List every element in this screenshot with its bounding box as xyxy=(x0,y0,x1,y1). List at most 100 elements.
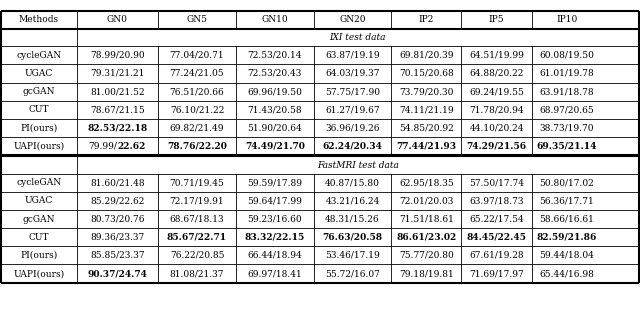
Text: 44.10/20.24: 44.10/20.24 xyxy=(469,124,524,132)
Text: 78.76/22.20: 78.76/22.20 xyxy=(167,142,227,151)
Text: IP10: IP10 xyxy=(556,15,577,24)
Text: UAPI(ours): UAPI(ours) xyxy=(13,269,65,278)
Text: 62.95/18.35: 62.95/18.35 xyxy=(399,178,454,187)
Text: 69.35/21.14: 69.35/21.14 xyxy=(536,142,596,151)
Text: 74.49/21.70: 74.49/21.70 xyxy=(245,142,305,151)
Text: 63.97/18.73: 63.97/18.73 xyxy=(469,197,524,205)
Text: 81.00/21.52: 81.00/21.52 xyxy=(90,87,145,96)
Text: 83.32/22.15: 83.32/22.15 xyxy=(244,233,305,242)
Text: 85.29/22.62: 85.29/22.62 xyxy=(90,197,145,205)
Text: 69.96/19.50: 69.96/19.50 xyxy=(247,87,302,96)
Text: 43.21/16.24: 43.21/16.24 xyxy=(325,197,380,205)
Text: 36.96/19.26: 36.96/19.26 xyxy=(325,124,380,132)
Text: 57.50/17.74: 57.50/17.74 xyxy=(469,178,524,187)
Text: cycleGAN: cycleGAN xyxy=(17,178,61,187)
Text: 69.97/18.41: 69.97/18.41 xyxy=(248,269,302,278)
Text: CUT: CUT xyxy=(29,233,49,242)
Text: IP5: IP5 xyxy=(489,15,504,24)
Text: 63.87/19.19: 63.87/19.19 xyxy=(325,51,380,60)
Text: 78.67/21.15: 78.67/21.15 xyxy=(90,105,145,114)
Text: 71.51/18.61: 71.51/18.61 xyxy=(399,215,454,224)
Text: 81.60/21.48: 81.60/21.48 xyxy=(90,178,145,187)
Text: 59.23/16.60: 59.23/16.60 xyxy=(248,215,302,224)
Text: 89.36/23.37: 89.36/23.37 xyxy=(90,233,145,242)
Text: 81.08/21.37: 81.08/21.37 xyxy=(170,269,224,278)
Text: GN5: GN5 xyxy=(186,15,207,24)
Text: 79.18/19.81: 79.18/19.81 xyxy=(399,269,454,278)
Text: CUT: CUT xyxy=(29,105,49,114)
Text: GN0: GN0 xyxy=(107,15,128,24)
Text: 86.61/23.02: 86.61/23.02 xyxy=(396,233,456,242)
Text: 72.17/19.91: 72.17/19.91 xyxy=(170,197,225,205)
Text: 53.46/17.19: 53.46/17.19 xyxy=(325,251,380,260)
Text: 78.99/20.90: 78.99/20.90 xyxy=(90,51,145,60)
Text: 70.15/20.68: 70.15/20.68 xyxy=(399,69,454,78)
Text: 67.61/19.28: 67.61/19.28 xyxy=(469,251,524,260)
Text: 64.51/19.99: 64.51/19.99 xyxy=(469,51,524,60)
Text: FastMRI test data: FastMRI test data xyxy=(317,161,399,170)
Text: IP2: IP2 xyxy=(419,15,434,24)
Text: 59.64/17.99: 59.64/17.99 xyxy=(247,197,302,205)
Text: 66.44/18.94: 66.44/18.94 xyxy=(248,251,302,260)
Text: PI(ours): PI(ours) xyxy=(20,251,58,260)
Text: 76.63/20.58: 76.63/20.58 xyxy=(323,233,383,242)
Text: gcGAN: gcGAN xyxy=(23,215,55,224)
Text: 75.77/20.80: 75.77/20.80 xyxy=(399,251,454,260)
Text: 48.31/15.26: 48.31/15.26 xyxy=(325,215,380,224)
Text: 55.72/16.07: 55.72/16.07 xyxy=(325,269,380,278)
Text: 72.53/20.14: 72.53/20.14 xyxy=(248,51,302,60)
Text: 63.91/18.78: 63.91/18.78 xyxy=(540,87,594,96)
Text: 77.44/21.93: 77.44/21.93 xyxy=(396,142,456,151)
Text: 64.88/20.22: 64.88/20.22 xyxy=(469,69,524,78)
Text: 69.81/20.39: 69.81/20.39 xyxy=(399,51,454,60)
Text: 82.59/21.86: 82.59/21.86 xyxy=(536,233,596,242)
Text: 80.73/20.76: 80.73/20.76 xyxy=(90,215,145,224)
Text: 61.27/19.67: 61.27/19.67 xyxy=(325,105,380,114)
Text: GN10: GN10 xyxy=(262,15,288,24)
Text: 76.10/21.22: 76.10/21.22 xyxy=(170,105,224,114)
Text: 62.24/20.34: 62.24/20.34 xyxy=(323,142,383,151)
Text: 58.66/16.61: 58.66/16.61 xyxy=(539,215,594,224)
Text: 71.43/20.58: 71.43/20.58 xyxy=(248,105,302,114)
Text: 59.44/18.04: 59.44/18.04 xyxy=(539,251,594,260)
Text: 69.24/19.55: 69.24/19.55 xyxy=(469,87,524,96)
Text: 85.67/22.71: 85.67/22.71 xyxy=(167,233,227,242)
Text: 64.03/19.37: 64.03/19.37 xyxy=(325,69,380,78)
Text: 57.75/17.90: 57.75/17.90 xyxy=(325,87,380,96)
Text: 90.37/24.74: 90.37/24.74 xyxy=(88,269,147,278)
Text: gcGAN: gcGAN xyxy=(23,87,55,96)
Text: IXI test data: IXI test data xyxy=(330,33,386,42)
Text: 68.67/18.13: 68.67/18.13 xyxy=(170,215,225,224)
Text: 54.85/20.92: 54.85/20.92 xyxy=(399,124,454,132)
Text: 38.73/19.70: 38.73/19.70 xyxy=(540,124,594,132)
Text: 71.78/20.94: 71.78/20.94 xyxy=(469,105,524,114)
Text: 77.04/20.71: 77.04/20.71 xyxy=(170,51,225,60)
Text: 79.99/: 79.99/ xyxy=(88,142,117,151)
Text: 59.59/17.89: 59.59/17.89 xyxy=(247,178,302,187)
Text: 72.01/20.03: 72.01/20.03 xyxy=(399,197,454,205)
Text: 73.79/20.30: 73.79/20.30 xyxy=(399,87,454,96)
Text: 77.24/21.05: 77.24/21.05 xyxy=(170,69,225,78)
Text: 56.36/17.71: 56.36/17.71 xyxy=(540,197,594,205)
Text: GN20: GN20 xyxy=(339,15,365,24)
Text: 76.22/20.85: 76.22/20.85 xyxy=(170,251,224,260)
Text: 74.11/21.19: 74.11/21.19 xyxy=(399,105,454,114)
Text: 84.45/22.45: 84.45/22.45 xyxy=(467,233,527,242)
Text: 79.31/21.21: 79.31/21.21 xyxy=(90,69,145,78)
Text: 50.80/17.02: 50.80/17.02 xyxy=(540,178,594,187)
Text: 72.53/20.43: 72.53/20.43 xyxy=(248,69,302,78)
Text: 85.85/23.37: 85.85/23.37 xyxy=(90,251,145,260)
Text: 40.87/15.80: 40.87/15.80 xyxy=(325,178,380,187)
Text: 74.29/21.56: 74.29/21.56 xyxy=(467,142,527,151)
Text: Methods: Methods xyxy=(19,15,59,24)
Text: 61.01/19.78: 61.01/19.78 xyxy=(540,69,594,78)
Text: 65.44/16.98: 65.44/16.98 xyxy=(539,269,594,278)
Text: 51.90/20.64: 51.90/20.64 xyxy=(248,124,302,132)
Text: 71.69/17.97: 71.69/17.97 xyxy=(469,269,524,278)
Text: 60.08/19.50: 60.08/19.50 xyxy=(539,51,594,60)
Text: 76.51/20.66: 76.51/20.66 xyxy=(170,87,225,96)
Text: 65.22/17.54: 65.22/17.54 xyxy=(469,215,524,224)
Text: PI(ours): PI(ours) xyxy=(20,124,58,132)
Text: 70.71/19.45: 70.71/19.45 xyxy=(170,178,225,187)
Text: 68.97/20.65: 68.97/20.65 xyxy=(540,105,594,114)
